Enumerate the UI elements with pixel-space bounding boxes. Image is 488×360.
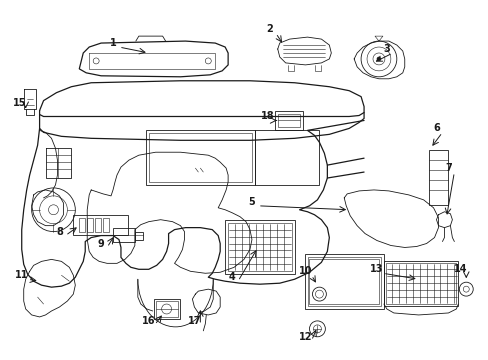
Text: 18: 18	[261, 112, 274, 121]
Text: 11: 11	[15, 270, 28, 280]
Text: 4: 4	[228, 272, 235, 282]
Text: 9: 9	[98, 239, 104, 248]
Bar	[427, 150, 447, 205]
Bar	[274, 111, 302, 130]
Text: 17: 17	[187, 316, 201, 326]
Text: 2: 2	[266, 24, 273, 34]
Bar	[135, 231, 142, 239]
Bar	[304, 255, 383, 309]
Bar	[228, 223, 291, 271]
Bar	[113, 228, 135, 242]
Bar	[103, 218, 109, 231]
Bar	[79, 218, 85, 231]
Bar	[383, 261, 457, 306]
Text: 5: 5	[248, 197, 255, 207]
Text: 16: 16	[142, 316, 155, 326]
Text: 10: 10	[298, 266, 312, 276]
Text: 15: 15	[13, 98, 26, 108]
Bar	[153, 299, 179, 319]
Bar	[307, 257, 380, 306]
Text: 13: 13	[369, 264, 383, 274]
Bar	[87, 218, 93, 231]
Bar	[224, 220, 294, 274]
Bar	[73, 215, 128, 235]
Bar	[254, 130, 319, 185]
Bar	[277, 113, 299, 127]
Text: 8: 8	[56, 226, 63, 237]
Text: 12: 12	[298, 332, 312, 342]
Bar	[385, 264, 455, 304]
Text: 14: 14	[453, 264, 466, 274]
Circle shape	[376, 57, 380, 61]
Text: 3: 3	[383, 44, 389, 54]
Text: 6: 6	[432, 123, 439, 134]
Bar	[145, 130, 254, 185]
Bar	[155, 301, 177, 317]
Bar	[309, 260, 378, 304]
Text: 7: 7	[444, 163, 451, 173]
Bar	[148, 133, 251, 182]
Text: 1: 1	[109, 38, 116, 48]
Bar	[95, 218, 101, 231]
